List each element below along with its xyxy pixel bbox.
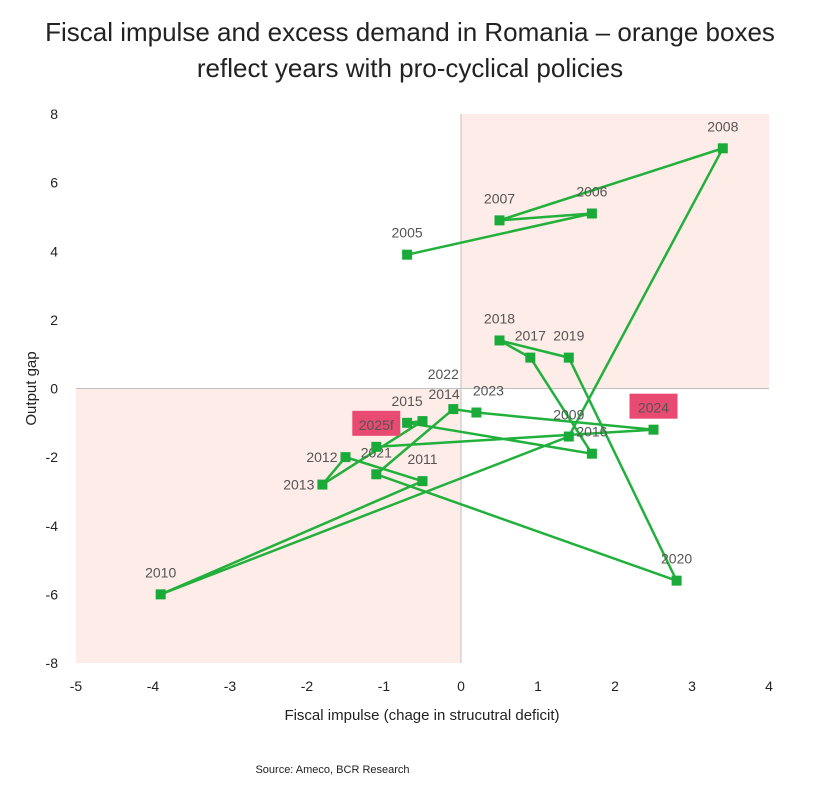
data-label-2012: 2012	[306, 449, 337, 465]
data-point-2015	[402, 417, 413, 428]
data-label-2016: 2016	[576, 424, 607, 440]
x-tick-label: -5	[70, 678, 83, 694]
y-tick-label: -6	[46, 586, 59, 602]
data-point-2014	[417, 416, 428, 427]
data-point-2025f	[371, 441, 382, 452]
data-label-2019: 2019	[553, 328, 584, 344]
y-tick-label: 4	[50, 243, 58, 259]
data-label-2020: 2020	[661, 551, 692, 567]
data-point-2013	[317, 479, 328, 490]
data-point-2020	[671, 575, 682, 586]
data-label-2010: 2010	[145, 564, 176, 580]
y-tick-label: -2	[46, 449, 59, 465]
data-label-2022: 2022	[428, 366, 459, 382]
data-label-2011: 2011	[407, 451, 437, 467]
data-label-2014: 2014	[429, 386, 460, 402]
x-tick-label: -4	[147, 678, 160, 694]
y-tick-label: 2	[50, 312, 58, 328]
data-label-2013: 2013	[283, 477, 314, 493]
x-tick-label: -3	[224, 678, 237, 694]
data-label-2007: 2007	[484, 190, 515, 206]
x-tick-label: 4	[765, 678, 773, 694]
highlight-box-2025f	[352, 410, 401, 436]
data-label-2005: 2005	[392, 225, 423, 241]
data-point-2021	[371, 469, 382, 480]
data-label-2024: 2024	[638, 400, 669, 416]
source-note: Source: Ameco, BCR Research	[255, 764, 410, 776]
y-tick-label: 6	[50, 175, 58, 191]
data-label-2015: 2015	[392, 393, 423, 409]
data-label-2008: 2008	[707, 118, 738, 134]
x-tick-label: 0	[457, 678, 465, 694]
y-axis-label: Output gap	[23, 351, 40, 425]
data-point-2007	[494, 215, 505, 226]
data-point-2016	[586, 448, 597, 459]
data-point-2023	[471, 407, 482, 418]
y-tick-label: -8	[46, 655, 59, 671]
data-point-2017	[525, 352, 536, 363]
x-tick-label: 3	[688, 678, 696, 694]
x-tick-label: 2	[611, 678, 619, 694]
data-point-2022	[448, 404, 459, 415]
data-label-2006: 2006	[576, 184, 607, 200]
data-point-2009	[563, 431, 574, 442]
data-label-2023: 2023	[473, 383, 504, 399]
x-axis-label: Fiscal impulse (chage in strucutral defi…	[284, 707, 559, 724]
data-point-2008	[717, 143, 728, 154]
x-tick-label: -1	[378, 678, 391, 694]
title-line-1: Fiscal impulse and excess demand in Roma…	[45, 17, 775, 47]
title-line-2: reflect years with pro-cyclical policies	[196, 53, 624, 83]
data-point-2011	[417, 476, 428, 487]
data-point-2010	[155, 589, 166, 600]
data-label-2025f: 2025f	[359, 417, 394, 433]
data-label-2018: 2018	[484, 310, 515, 326]
y-tick-label: 8	[50, 106, 58, 122]
y-tick-label: 0	[50, 381, 58, 397]
y-tick-label: -4	[46, 518, 59, 534]
shade-bottom-left	[76, 388, 461, 663]
data-point-2019	[563, 352, 574, 363]
x-tick-label: 1	[534, 678, 542, 694]
data-point-2012	[340, 452, 351, 463]
data-point-2024	[648, 424, 659, 435]
data-label-2017: 2017	[515, 328, 546, 344]
highlight-box-2024	[629, 393, 678, 419]
chart-title: Fiscal impulse and excess demand in Roma…	[0, 14, 820, 86]
x-tick-label: -2	[301, 678, 314, 694]
data-label-2009: 2009	[553, 407, 584, 423]
shade-top-right	[461, 114, 769, 389]
data-point-2018	[494, 335, 505, 346]
data-label-2021: 2021	[361, 444, 392, 460]
data-point-2005	[402, 249, 413, 260]
data-point-2006	[586, 208, 597, 219]
